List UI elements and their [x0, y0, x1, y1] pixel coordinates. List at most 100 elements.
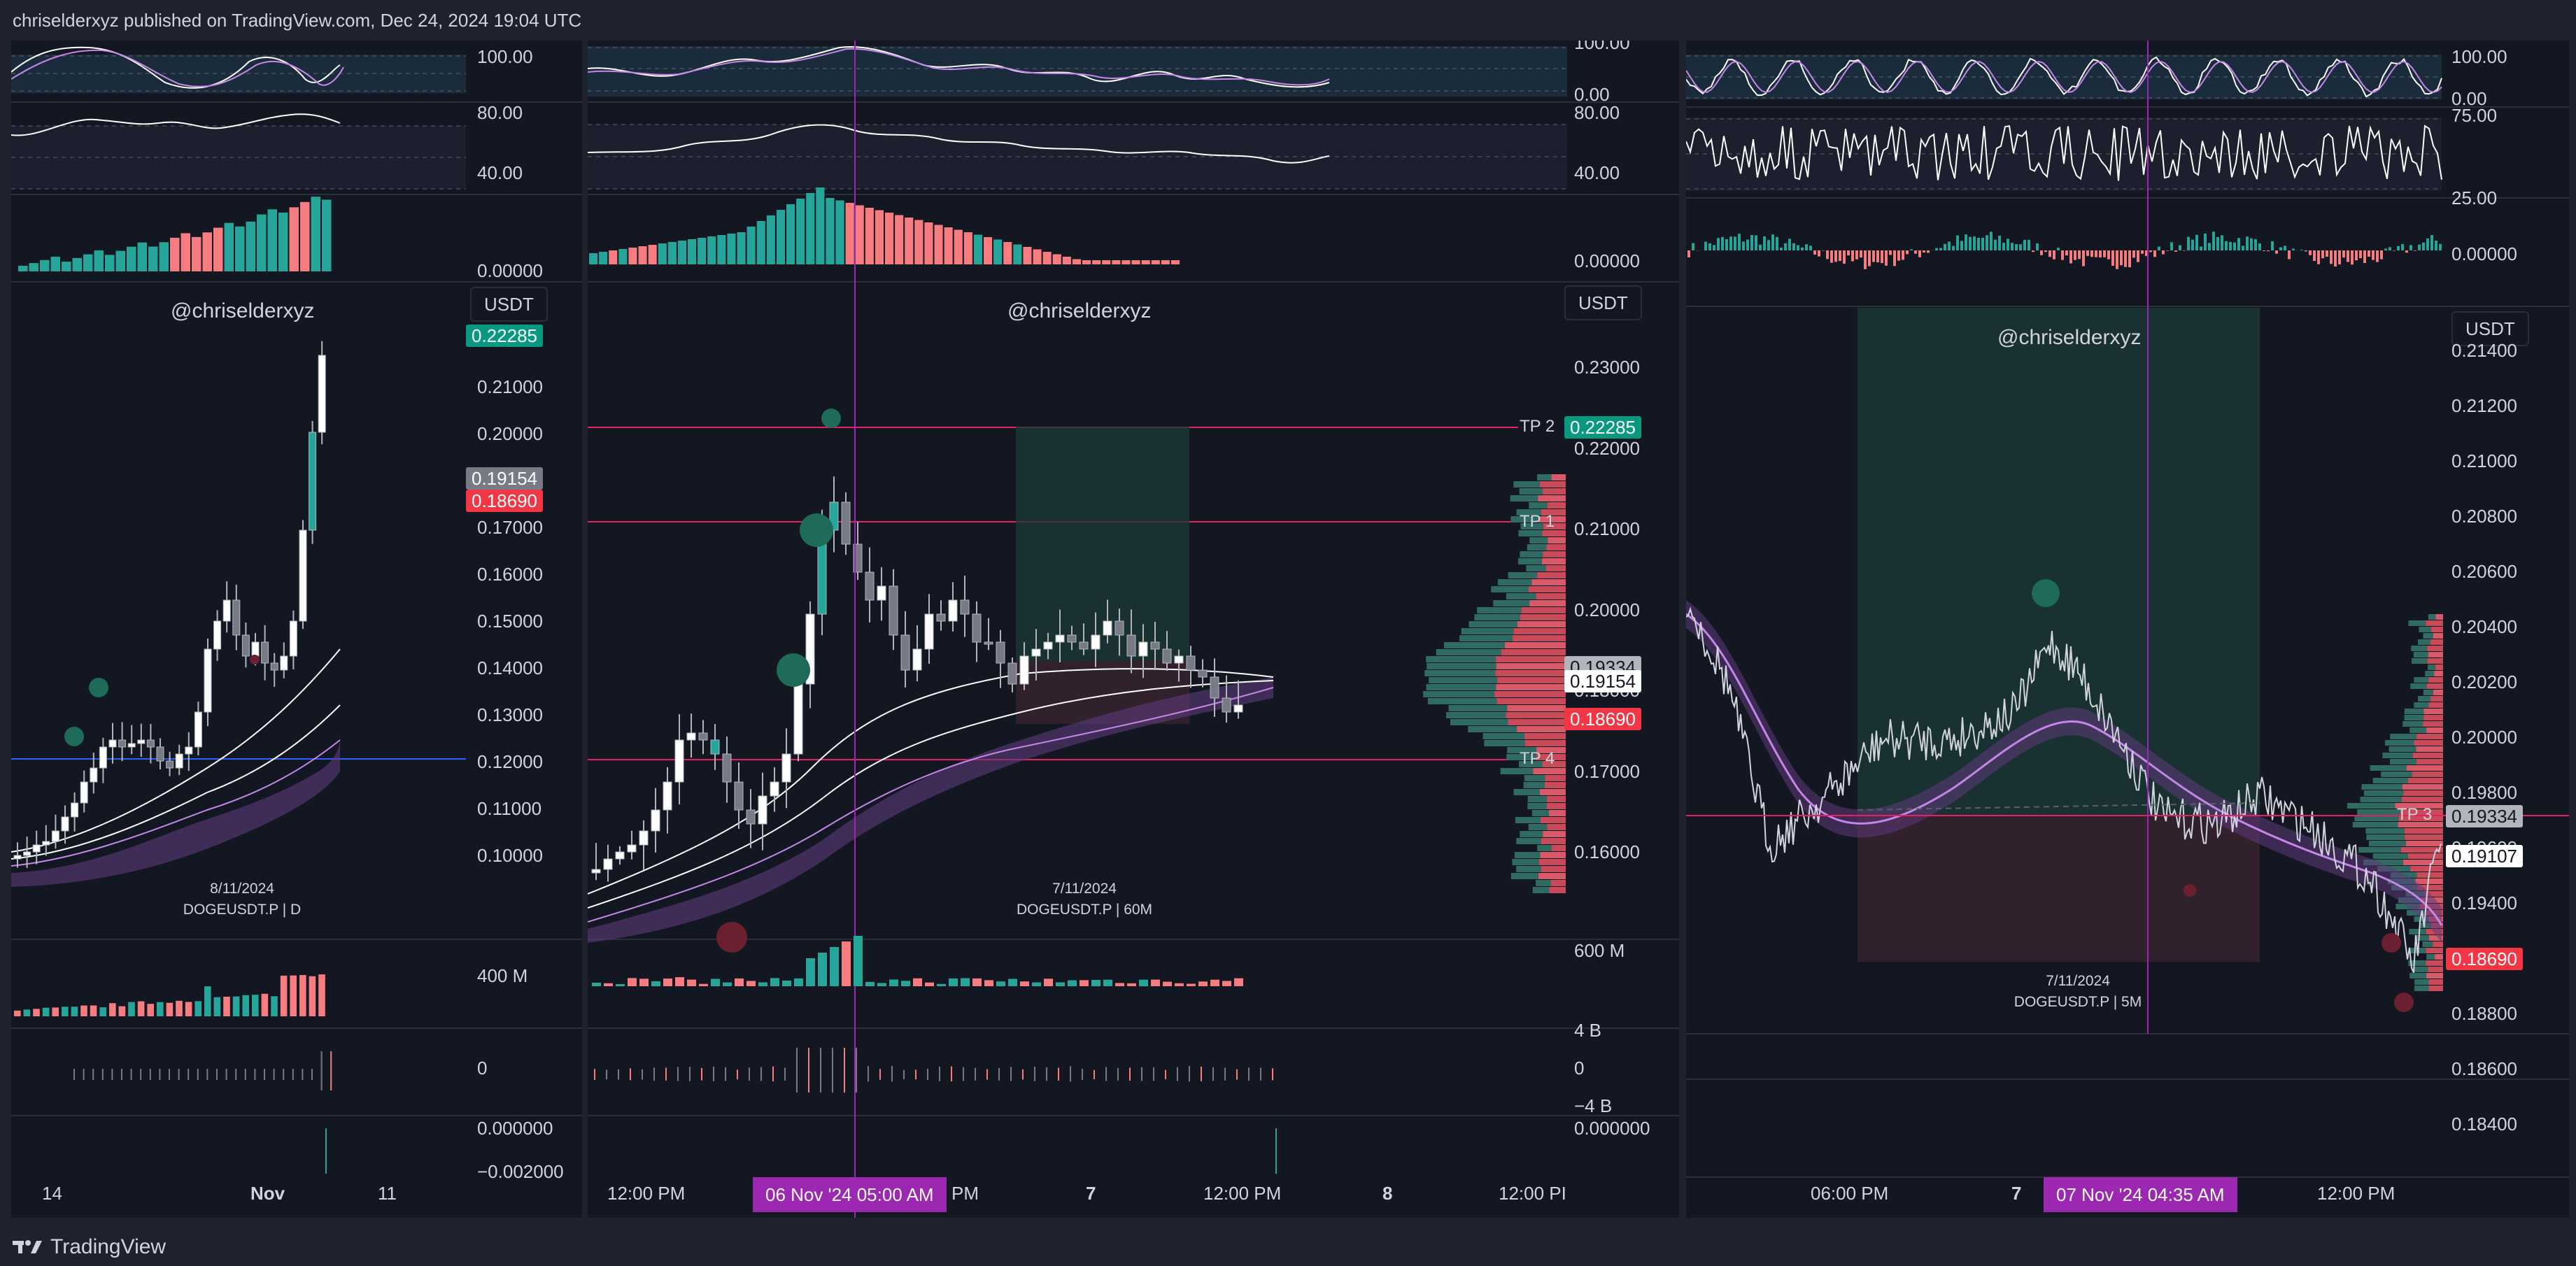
- volume-bar: [1068, 980, 1077, 986]
- price-axis-label: 0.20000: [1574, 599, 1640, 620]
- histogram-bar: [29, 263, 38, 271]
- histogram-bar: [2372, 250, 2375, 260]
- histogram-bar: [2191, 239, 2194, 250]
- histogram-bar: [1763, 236, 1766, 250]
- candle: [639, 830, 649, 846]
- candle: [270, 662, 278, 671]
- histogram-bar: [2430, 234, 2433, 250]
- volume-bar: [758, 982, 767, 986]
- volume-profile-bar: [2372, 853, 2408, 859]
- volume-profile-bar: [2402, 721, 2423, 727]
- macd-axis-label: 0.00000: [1574, 250, 1640, 271]
- volume-bar: [770, 978, 779, 986]
- histogram-bar: [1784, 243, 1787, 250]
- candle: [127, 743, 136, 748]
- histogram-bar: [2351, 250, 2354, 265]
- histogram-bar: [2321, 250, 2324, 259]
- volume-profile-bar: [1427, 663, 1496, 669]
- volume-profile-bar: [1518, 530, 1543, 536]
- volume-bar: [194, 1001, 201, 1016]
- histogram-bar: [1956, 235, 1959, 250]
- volume-profile-bar: [1529, 537, 1548, 543]
- volume-profile-bar: [2416, 885, 2443, 890]
- histogram-bar: [1939, 248, 1942, 250]
- volume-profile-bar: [1513, 628, 1566, 634]
- volume-profile-bar: [2430, 639, 2443, 645]
- osc2-axis-top: 80.00: [1574, 102, 1620, 123]
- histogram-bar: [300, 201, 310, 271]
- candle: [118, 739, 127, 748]
- histogram-bar: [1776, 236, 1778, 250]
- histogram-bar: [2216, 236, 2219, 250]
- volume-profile-bar: [2361, 784, 2402, 790]
- histogram-bar: [658, 243, 667, 264]
- price-axis-label: 0.20000: [2451, 727, 2517, 748]
- histogram-bar: [806, 193, 815, 264]
- histogram-bar: [2082, 250, 2085, 266]
- histogram-bar: [18, 266, 28, 271]
- candle: [61, 816, 69, 832]
- volume-profile-bar: [1544, 782, 1566, 788]
- chart-pane-daily[interactable]: 100.00 80.00 40.00 0.00000 USDT @chrisel…: [11, 41, 582, 1218]
- volume-bar: [109, 1003, 116, 1016]
- hourly-chart-canvas: [588, 41, 1679, 1218]
- volume-profile-bar: [1540, 852, 1566, 858]
- volume-bar: [675, 977, 684, 986]
- candle: [90, 767, 98, 783]
- histogram-bar: [2090, 250, 2093, 257]
- histogram-bar: [2233, 242, 2236, 250]
- volume-profile-bar: [2435, 664, 2443, 670]
- volume-bar: [71, 1007, 78, 1016]
- histogram-bar: [727, 234, 736, 264]
- osc1-axis-top: 100.00: [1574, 41, 1630, 53]
- histogram-bar: [2317, 250, 2320, 264]
- volume-bar: [299, 975, 306, 1016]
- price-axis-label: 0.20600: [2451, 561, 2517, 582]
- histogram-bar: [2103, 250, 2106, 257]
- currency-selector[interactable]: USDT: [2451, 311, 2529, 346]
- candle: [299, 529, 307, 622]
- volume-profile-bar: [2357, 809, 2400, 815]
- volume-profile-bar: [1426, 684, 1496, 690]
- volume-profile-bar: [1496, 684, 1566, 690]
- histogram-bar: [1977, 237, 1980, 250]
- histogram-bar: [1072, 259, 1081, 264]
- price-axis-label: 0.21000: [2451, 450, 2517, 471]
- volume-profile-bar: [2382, 753, 2413, 758]
- chart-date: 8/11/2024: [210, 881, 274, 897]
- candle: [984, 641, 993, 645]
- candle: [996, 641, 1005, 664]
- osc1-axis-label: 100.00: [477, 46, 533, 67]
- histogram-bar: [1805, 244, 1808, 250]
- chart-pane-60m[interactable]: 100.00 0.00 80.00 40.00 0.00000 USDT @ch…: [588, 41, 1679, 1218]
- volume-profile-bar: [1546, 544, 1566, 550]
- histogram-bar: [2422, 242, 2425, 250]
- volume-bar: [23, 1009, 31, 1016]
- volume-profile-bar: [1520, 523, 1543, 529]
- histogram-bar: [1052, 254, 1061, 264]
- currency-selector[interactable]: USDT: [470, 287, 548, 322]
- volume-profile-bar: [2404, 715, 2424, 720]
- histogram-bar: [2057, 248, 2060, 250]
- currency-selector[interactable]: USDT: [1564, 285, 1642, 320]
- histogram-bar: [2027, 240, 2030, 250]
- histogram-bar: [1755, 235, 1757, 250]
- volume-profile-bar: [1513, 481, 1540, 488]
- osc2-axis-top: 80.00: [477, 102, 523, 123]
- histogram-bar: [148, 246, 158, 271]
- chart-pane-5m[interactable]: 100.00 0.00 75.00 25.00 0.00000 USDT @ch…: [1686, 41, 2569, 1218]
- target-label-tp3: TP 3: [2397, 805, 2433, 824]
- volume-profile-bar: [2416, 746, 2443, 752]
- volume-profile-bar: [1541, 866, 1566, 872]
- price-axis-label: 0.19800: [2451, 782, 2517, 803]
- candle: [32, 844, 41, 853]
- histogram-bar: [2086, 250, 2089, 256]
- histogram-bar: [2263, 250, 2265, 251]
- histogram-bar: [2095, 250, 2097, 257]
- volume-profile-bar: [2411, 646, 2428, 651]
- histogram-bar: [2132, 250, 2135, 258]
- histogram-bar: [2418, 244, 2421, 250]
- volume-profile-bar: [2368, 841, 2406, 846]
- histogram-bar: [1927, 250, 1930, 253]
- volume-bar: [62, 1007, 69, 1016]
